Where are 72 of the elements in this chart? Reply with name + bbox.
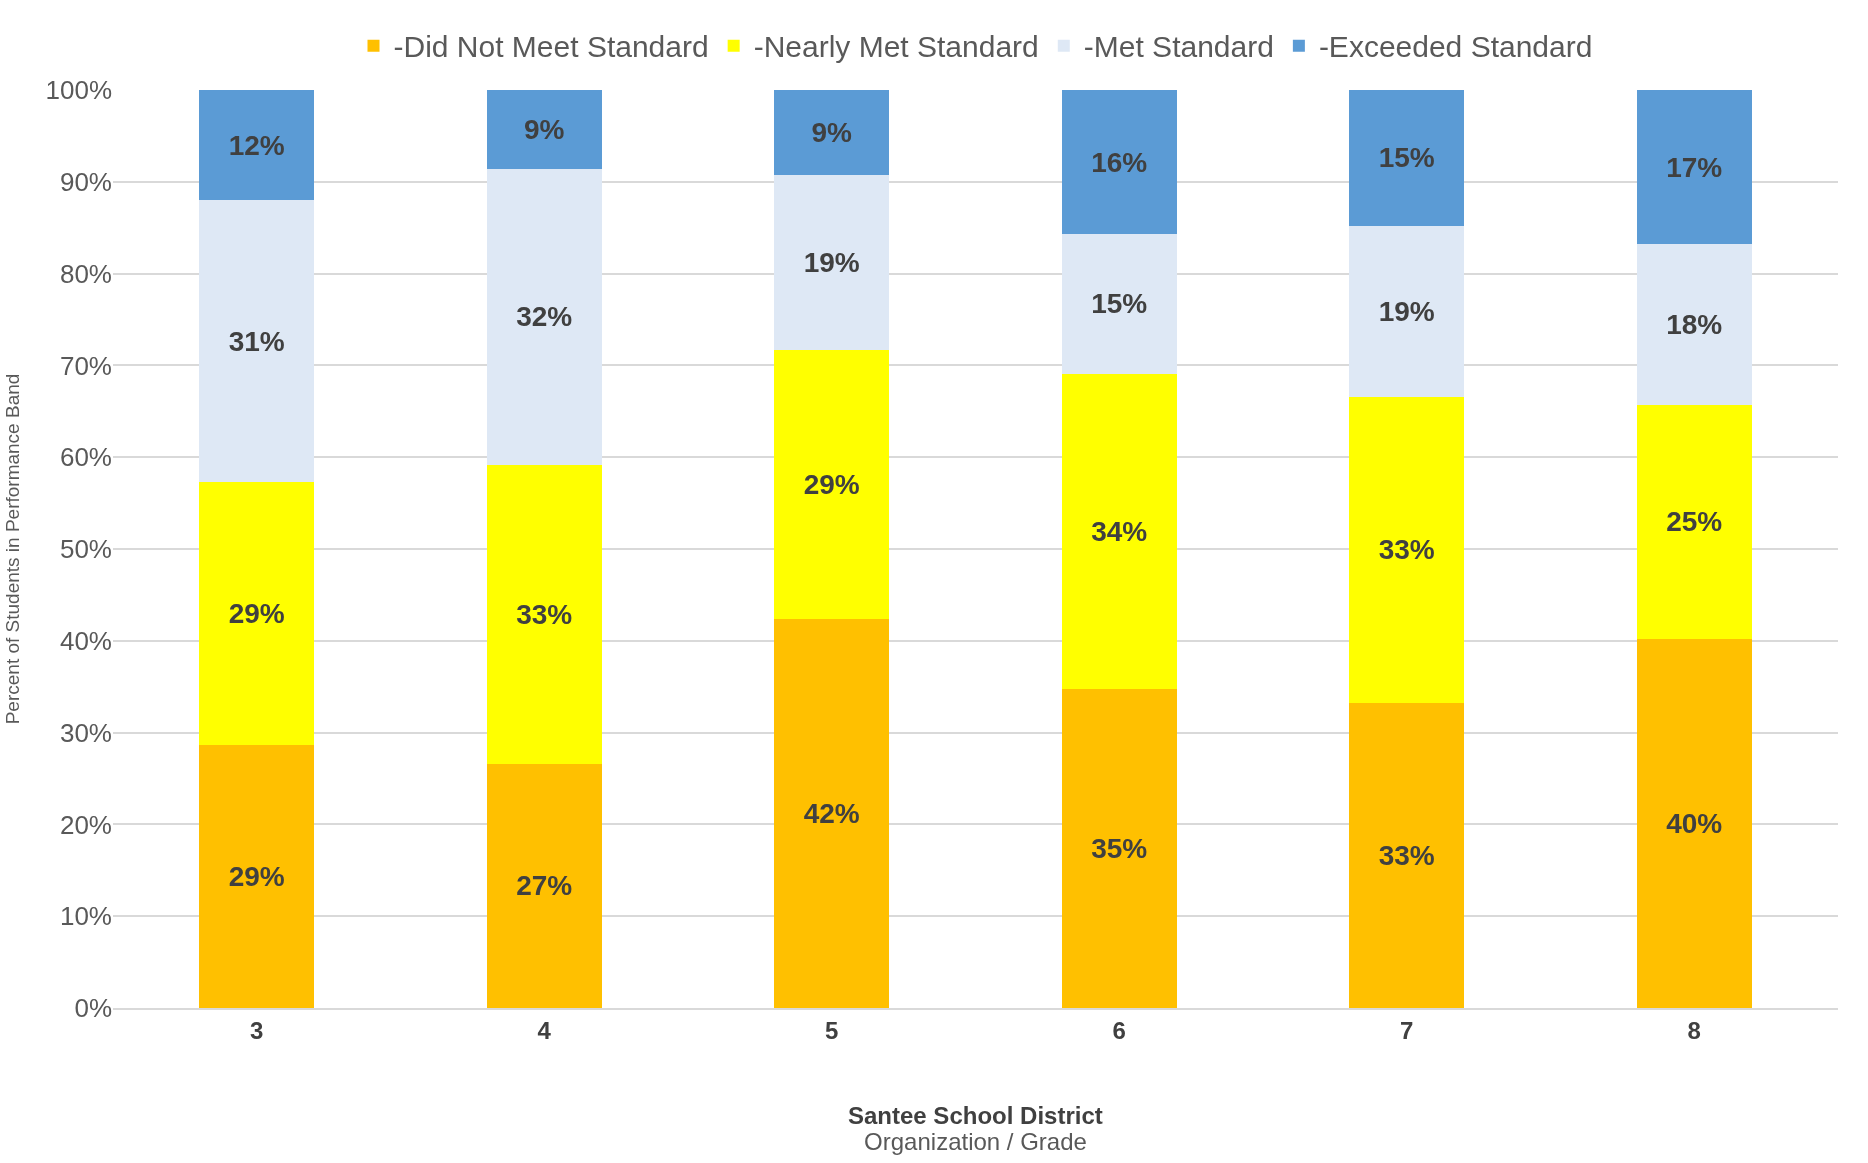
bar <box>774 175 890 350</box>
x-tick-label: 7 <box>1400 1016 1414 1044</box>
bar <box>199 200 315 482</box>
bar <box>486 763 602 1008</box>
bar <box>1349 703 1465 1008</box>
data-label: 42% <box>803 797 860 829</box>
y-tick-label: 70% <box>59 350 112 381</box>
x-tick-label: 3 <box>250 1016 264 1044</box>
bar <box>1349 90 1465 226</box>
y-tick-label: 50% <box>59 534 112 565</box>
bar <box>1636 638 1752 1008</box>
text: Santee School District <box>848 1102 1103 1129</box>
data-label: 35% <box>1091 832 1148 864</box>
x-tick-label: 8 <box>1687 1016 1701 1044</box>
data-label: 33% <box>1378 840 1435 872</box>
data-label: 29% <box>228 861 285 893</box>
bar <box>199 745 315 1008</box>
y-tick-label: 0% <box>74 993 112 1024</box>
data-label: 15% <box>1378 142 1435 174</box>
legend-label: -Did Not Meet Standard <box>393 30 709 64</box>
data-label: 25% <box>1666 506 1723 538</box>
data-label: 29% <box>228 598 285 630</box>
y-axis-title: Percent of Students in Performance Band <box>2 373 24 725</box>
data-label: 12% <box>228 129 285 161</box>
bar <box>199 90 315 201</box>
y-tick-label: 60% <box>59 442 112 473</box>
bar <box>486 464 602 764</box>
x-tick-label: 5 <box>825 1016 839 1044</box>
y-tick-label: 10% <box>59 901 112 932</box>
data-label: 40% <box>1666 807 1723 839</box>
x-axis-title: Organization / Grade <box>864 1127 1087 1155</box>
data-label: 27% <box>516 870 573 902</box>
y-tick-label: 40% <box>59 625 112 656</box>
bar <box>1061 234 1177 374</box>
bar <box>774 349 890 619</box>
bar <box>1636 244 1752 405</box>
legend-label: -Nearly Met Standard <box>753 30 1039 64</box>
data-label: 33% <box>516 598 573 630</box>
bar <box>1061 90 1177 235</box>
legend-label: -Met Standard <box>1083 30 1274 64</box>
y-tick-label: 100% <box>45 75 112 106</box>
data-label: 32% <box>516 301 573 333</box>
bar <box>199 481 315 746</box>
bar <box>1349 225 1465 397</box>
bar <box>1636 404 1752 639</box>
legend-label: -Exceeded Standard <box>1318 30 1593 64</box>
data-label: 18% <box>1666 309 1723 341</box>
y-tick-label: 90% <box>59 166 112 197</box>
data-label: 29% <box>803 468 860 500</box>
bar <box>774 618 890 1008</box>
bar <box>486 168 602 465</box>
bar <box>1636 90 1752 245</box>
data-label: 34% <box>1091 515 1148 547</box>
data-label: 31% <box>228 325 285 357</box>
data-label: 17% <box>1666 151 1723 183</box>
bar <box>1349 396 1465 704</box>
data-label: 15% <box>1091 288 1148 320</box>
bar <box>1061 688 1177 1008</box>
bar <box>1061 373 1177 689</box>
bar <box>774 90 890 176</box>
bar <box>486 90 602 169</box>
data-label: 16% <box>1091 146 1148 178</box>
data-label: 9% <box>811 117 853 149</box>
x-tick-label: 6 <box>1112 1016 1126 1044</box>
y-tick-label: 20% <box>59 809 112 840</box>
data-label: 33% <box>1378 534 1435 566</box>
y-tick-label: 80% <box>59 258 112 289</box>
data-label: 19% <box>1378 295 1435 327</box>
y-tick-label: 30% <box>59 717 112 748</box>
data-label: 19% <box>803 247 860 279</box>
data-label: 9% <box>523 113 565 145</box>
x-tick-label: 4 <box>537 1016 552 1044</box>
